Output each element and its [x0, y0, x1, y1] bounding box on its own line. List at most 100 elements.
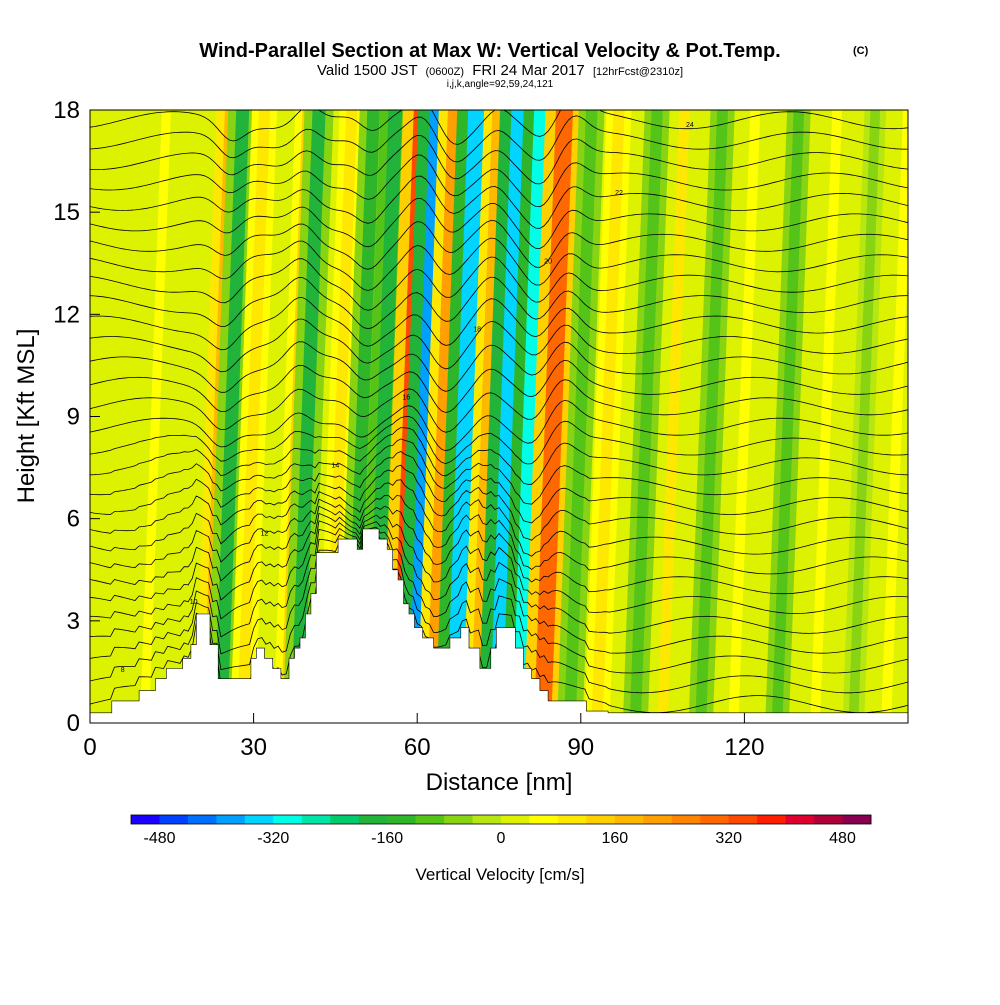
- colorbar-swatch: [216, 815, 246, 824]
- theta-contour-label: 24: [686, 122, 694, 129]
- x-axis-label: Distance [nm]: [426, 769, 573, 796]
- theta-contour-25: [90, 175, 908, 229]
- colorbar-swatch: [700, 815, 730, 824]
- theta-contour-12: [90, 427, 908, 485]
- theta-contour-13: [90, 416, 908, 465]
- colorbar-swatch: [387, 815, 417, 824]
- theta-contour-2: [90, 531, 908, 674]
- colorbar-tick-label: 320: [715, 830, 742, 847]
- colorbar-swatch: [501, 815, 530, 824]
- theta-contour-5: [90, 512, 908, 614]
- theta-contour-label: 10: [190, 599, 198, 606]
- colorbar-swatch: [444, 815, 473, 824]
- y-tick-label: 9: [67, 404, 80, 431]
- theta-contour-16: [90, 359, 908, 413]
- theta-contour-label: 16: [402, 394, 410, 401]
- w-band-core-2: [214, 110, 250, 723]
- w-band-core-19: [629, 110, 663, 723]
- colorbar-swatch: [586, 815, 616, 824]
- theta-contour-26: [90, 154, 908, 208]
- theta-contour-8: [90, 479, 908, 557]
- valid-line: Valid 1500 JST (0600Z) FRI 24 Mar 2017 […: [317, 62, 683, 79]
- colorbar-swatch: [757, 815, 787, 824]
- copyright-mark: (C): [853, 45, 869, 57]
- colorbar-swatch: [159, 815, 189, 824]
- section-indices: i,j,k,angle=92,59,24,121: [447, 79, 554, 90]
- colorbar-tick-label: 0: [497, 830, 506, 847]
- colorbar-swatch: [358, 815, 388, 824]
- theta-contour-3: [90, 526, 908, 654]
- colorbar-label: Vertical Velocity [cm/s]: [415, 865, 584, 884]
- vertical-velocity-field: [134, 110, 908, 723]
- x-axis-ticks: 0 30 60 90 120: [83, 713, 764, 761]
- w-band-core-25: [848, 110, 881, 723]
- theta-contour-label: 20: [544, 258, 552, 265]
- colorbar-swatch: [244, 815, 274, 824]
- theta-contour-label: 22: [615, 190, 623, 197]
- colorbar-swatch: [814, 815, 843, 824]
- theta-contour-19: [90, 297, 908, 351]
- y-tick-label: 18: [53, 97, 80, 124]
- colorbar-swatch: [301, 815, 331, 824]
- x-tick-label: 30: [240, 734, 267, 761]
- y-axis-label: Height [Kft MSL]: [13, 329, 40, 504]
- theta-contour-17: [90, 341, 908, 393]
- y-tick-label: 0: [67, 710, 80, 737]
- w-band-core-18: [591, 110, 625, 723]
- colorbar-tick-label: -480: [143, 830, 175, 847]
- theta-contour-24: [90, 197, 908, 249]
- x-tick-label: 90: [567, 734, 594, 761]
- colorbar-tick-labels: -480 -320 -160 0 160 320 480: [143, 830, 855, 847]
- theta-contour-18: [90, 318, 908, 373]
- colorbar-swatch: [330, 815, 360, 824]
- chart-title: Wind-Parallel Section at Max W: Vertical…: [199, 40, 780, 62]
- w-band-core-23: [771, 110, 805, 723]
- colorbar-tick-label: 480: [829, 830, 856, 847]
- colorbar-swatch: [529, 815, 559, 824]
- y-tick-label: 15: [53, 199, 80, 226]
- theta-contour-11: [90, 438, 908, 505]
- theta-contour-label: 12: [261, 531, 269, 538]
- w-band-core-20: [657, 110, 690, 723]
- theta-contour-10: [90, 451, 908, 524]
- w-band-core-16: [534, 110, 573, 723]
- colorbar-tick-label: -320: [257, 830, 289, 847]
- y-axis-ticks: 0 3 6 9 12 15 18: [53, 97, 100, 737]
- colorbar-tick-label: -160: [371, 830, 403, 847]
- colorbar-swatch: [643, 815, 673, 824]
- plot-area: 8 10 12 14 16 18 20 22 24: [90, 110, 908, 723]
- theta-contour-label: 14: [332, 463, 340, 470]
- w-band-core-17: [564, 110, 598, 723]
- valid-date: FRI 24 Mar 2017: [472, 62, 585, 79]
- colorbar-frame: [130, 814, 872, 825]
- y-tick-label: 6: [67, 506, 80, 533]
- theta-contour-4: [90, 520, 908, 634]
- colorbar-swatch: [842, 815, 872, 824]
- valid-utc: (0600Z): [426, 66, 465, 78]
- theta-contour-29: [90, 110, 908, 145]
- theta-contour-6: [90, 505, 908, 595]
- theta-contour-20: [90, 276, 908, 330]
- valid-prefix: Valid 1500 JST: [317, 62, 417, 79]
- theta-contour-27: [90, 134, 908, 185]
- x-tick-label: 120: [724, 734, 764, 761]
- theta-contour-14: [90, 399, 908, 452]
- potential-temperature-contours: 8 10 12 14 16 18 20 22 24: [90, 110, 908, 713]
- colorbar-swatch: [187, 815, 217, 824]
- w-band-core-24: [810, 110, 842, 723]
- colorbar: [130, 814, 872, 825]
- theta-contour-7: [90, 494, 908, 575]
- y-tick-label: 3: [67, 608, 80, 635]
- theta-contour-15: [90, 379, 908, 433]
- y-tick-label: 12: [53, 301, 80, 328]
- theta-contour-label: 8: [121, 667, 125, 674]
- theta-contour-1: [90, 536, 908, 694]
- colorbar-swatch: [472, 815, 502, 824]
- theta-contour-9: [90, 464, 908, 541]
- w-band-core-21: [695, 110, 728, 723]
- w-band-core-26: [881, 110, 908, 723]
- colorbar-swatch: [728, 815, 758, 824]
- colorbar-swatch: [614, 815, 644, 824]
- title-block: Wind-Parallel Section at Max W: Vertical…: [199, 40, 868, 90]
